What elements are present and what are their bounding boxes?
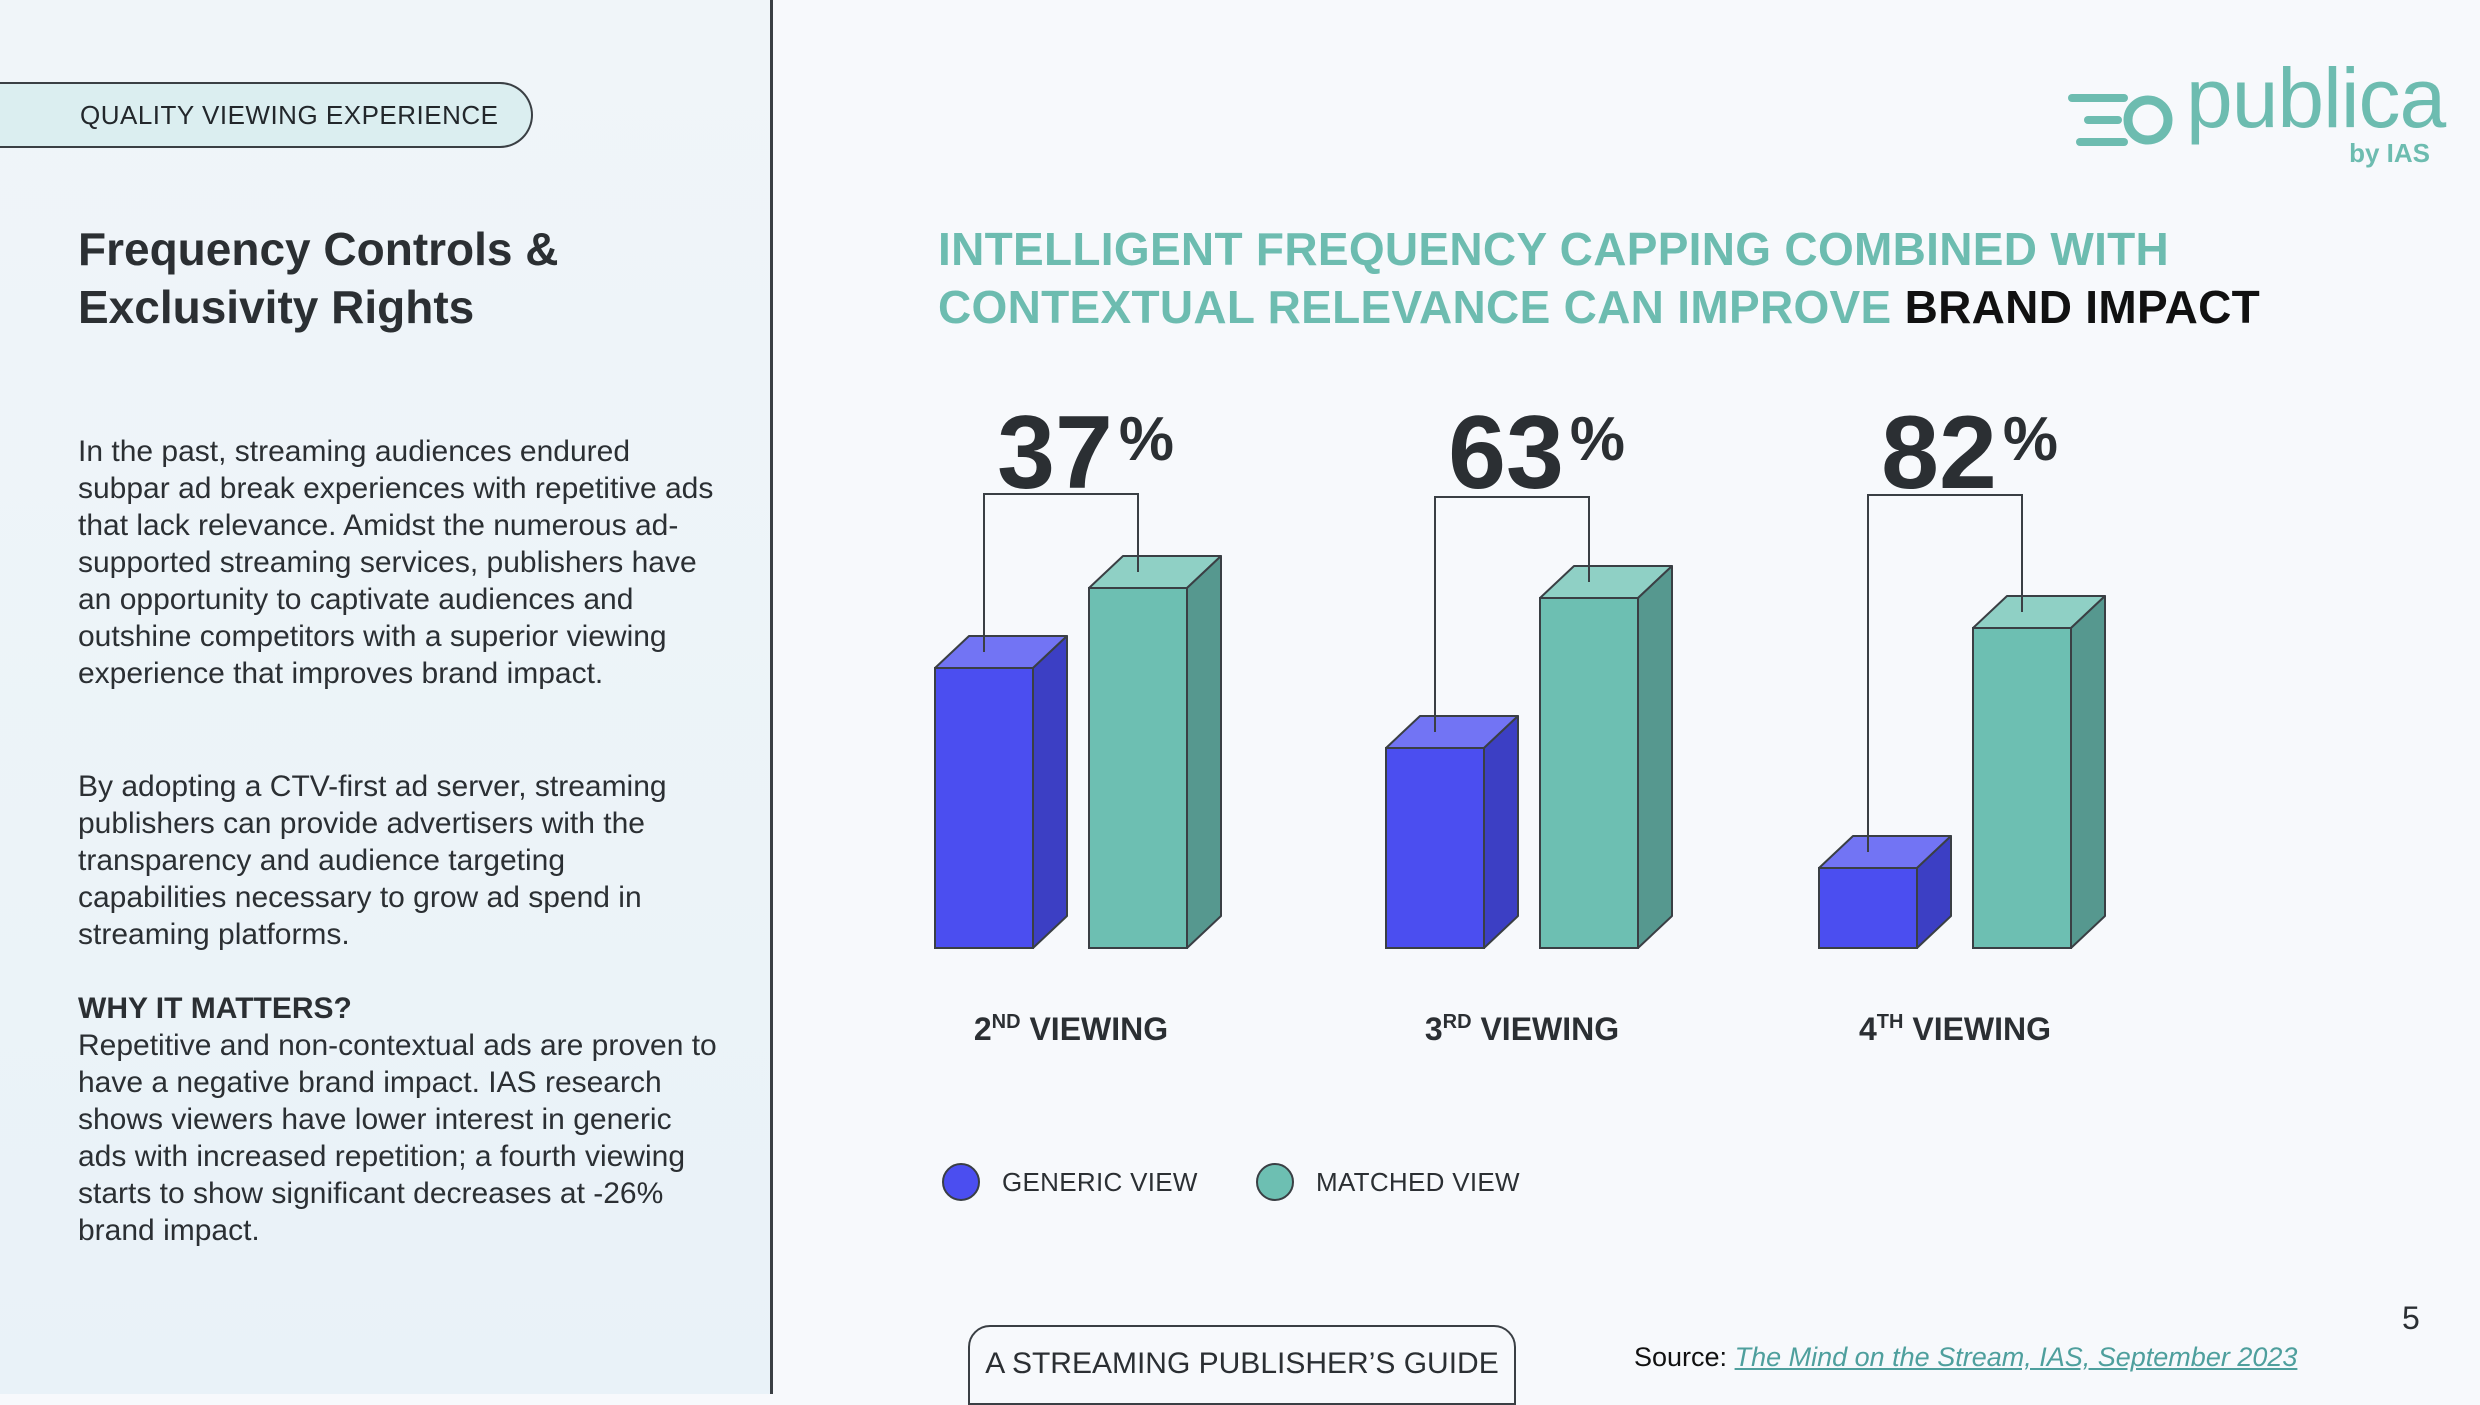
source-link[interactable]: The Mind on the Stream, IAS, September 2… bbox=[1734, 1342, 2298, 1372]
bar-front-face bbox=[1818, 867, 1918, 949]
why-it-matters-section: WHY IT MATTERS? Repetitive and non-conte… bbox=[78, 990, 718, 1249]
uplift-unit-label: % bbox=[2003, 405, 2058, 474]
logo-byline: by IAS bbox=[2349, 138, 2430, 168]
legend-item-matched: MATCHED VIEW bbox=[1256, 1160, 1520, 1204]
uplift-value-label: 63 bbox=[1448, 395, 1564, 511]
uplift-unit-label: % bbox=[1119, 405, 1174, 474]
legend-swatch-generic bbox=[942, 1163, 980, 1201]
bar-matched-4 bbox=[1972, 595, 2106, 949]
bar-matched-2 bbox=[1088, 555, 1222, 949]
publica-logo: publica by IAS bbox=[2060, 51, 2446, 174]
bar-side-face bbox=[1637, 565, 1673, 949]
bar-generic-2 bbox=[934, 635, 1068, 949]
bar-side-face bbox=[1032, 635, 1068, 949]
why-it-matters-title: WHY IT MATTERS? bbox=[78, 992, 352, 1025]
bar-side-face bbox=[2070, 595, 2106, 949]
bar-matched-3 bbox=[1539, 565, 1673, 949]
bar-front-face bbox=[1385, 747, 1485, 949]
legend-item-generic: GENERIC VIEW bbox=[942, 1160, 1198, 1204]
bar-front-face bbox=[1088, 587, 1188, 949]
uplift-value-label: 82 bbox=[1881, 395, 1997, 511]
source-prefix: Source: bbox=[1634, 1342, 1728, 1372]
intro-paragraph: In the past, streaming audiences endured… bbox=[78, 435, 714, 690]
speed-lines-circle-icon bbox=[2068, 94, 2173, 146]
uplift-bracket bbox=[1434, 496, 1590, 732]
headline-main: INTELLIGENT FREQUENCY CAPPING COMBINED W… bbox=[938, 223, 2170, 333]
category-label: 3RD VIEWING bbox=[1425, 1011, 1619, 1047]
guide-label: A STREAMING PUBLISHER’S GUIDE bbox=[968, 1325, 1516, 1405]
ad-server-paragraph: By adopting a CTV-first ad server, strea… bbox=[78, 770, 667, 951]
bar-front-face bbox=[934, 667, 1034, 949]
bar-front-face bbox=[1972, 627, 2072, 949]
bar-side-face bbox=[1186, 555, 1222, 949]
bar-generic-3 bbox=[1385, 715, 1519, 949]
bar-front-face bbox=[1539, 597, 1639, 949]
uplift-bracket bbox=[1867, 494, 2023, 852]
legend-swatch-matched bbox=[1256, 1163, 1294, 1201]
left-panel: QUALITY VIEWING EXPERIENCE Frequency Con… bbox=[0, 0, 773, 1394]
legend-label-matched: MATCHED VIEW bbox=[1316, 1166, 1520, 1197]
page-number: 5 bbox=[2402, 1300, 2420, 1336]
bar-generic-4 bbox=[1818, 835, 1952, 949]
bar-side-face bbox=[1483, 715, 1519, 949]
uplift-bracket bbox=[983, 493, 1139, 652]
category-label: 2ND VIEWING bbox=[974, 1011, 1168, 1047]
uplift-value-label: 37 bbox=[997, 395, 1113, 511]
page-title: Frequency Controls & Exclusivity Rights bbox=[78, 223, 559, 333]
category-label: 4TH VIEWING bbox=[1859, 1011, 2051, 1047]
source-citation: Source: The Mind on the Stream, IAS, Sep… bbox=[1634, 1342, 2297, 1373]
logo-wordmark: publica bbox=[2186, 51, 2446, 145]
uplift-unit-label: % bbox=[1570, 405, 1625, 474]
why-it-matters-text: Repetitive and non-contextual ads are pr… bbox=[78, 1029, 717, 1247]
chart-headline: INTELLIGENT FREQUENCY CAPPING COMBINED W… bbox=[938, 220, 2388, 336]
section-label: QUALITY VIEWING EXPERIENCE bbox=[0, 82, 533, 148]
headline-emphasis: BRAND IMPACT bbox=[1904, 281, 2261, 333]
legend-label-generic: GENERIC VIEW bbox=[1002, 1166, 1198, 1197]
